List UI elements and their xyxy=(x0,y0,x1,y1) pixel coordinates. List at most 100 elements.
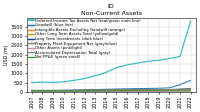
Intangible Assets Excluding Goodwill (orange) xyxy=(94,90,97,91)
Property Plant Equipment Net (gray/olive) xyxy=(158,89,160,90)
Deferred Income Tax Assets Net (teal/green main line) xyxy=(189,21,192,22)
Long Term Investments (dark blue) xyxy=(73,90,75,91)
Accumulated Depreciation Total (gray) xyxy=(147,90,149,91)
Goodwill (blue line) xyxy=(52,90,54,91)
Goodwill (blue line) xyxy=(147,88,149,89)
Other Assets (pink/light) xyxy=(158,91,160,92)
Intangible Assets Excluding Goodwill (orange) xyxy=(147,89,149,90)
Goodwill (blue line) xyxy=(105,89,107,90)
Property Plant Equipment Net (gray/olive) xyxy=(115,89,118,91)
Other Long Term Assets Total (yellow/gold) xyxy=(126,90,128,91)
Deferred Income Tax Assets Net (teal/green main line) xyxy=(179,56,181,57)
Other Assets (pink/light) xyxy=(136,91,139,92)
Other Long Term Assets Total (yellow/gold) xyxy=(136,90,139,91)
Goodwill (blue line) xyxy=(73,89,75,91)
Other Long Term Assets Total (yellow/gold) xyxy=(84,90,86,92)
Deferred Income Tax Assets Net (teal/green main line) xyxy=(84,78,86,79)
Net PP&E (green small) xyxy=(189,90,192,92)
Y-axis label: USD (m): USD (m) xyxy=(4,44,9,65)
Other Assets (pink/light) xyxy=(62,91,65,92)
Other Long Term Assets Total (yellow/gold) xyxy=(147,90,149,91)
Accumulated Depreciation Total (gray) xyxy=(179,90,181,91)
Long Term Investments (dark blue) xyxy=(136,89,139,90)
Net PP&E (green small) xyxy=(105,90,107,92)
Accumulated Depreciation Total (gray) xyxy=(158,90,160,91)
Net PP&E (green small) xyxy=(84,90,86,92)
Other Long Term Assets Total (yellow/gold) xyxy=(168,89,171,91)
Deferred Income Tax Assets Net (teal/green main line) xyxy=(62,81,65,83)
Property Plant Equipment Net (gray/olive) xyxy=(73,90,75,91)
Other Long Term Assets Total (yellow/gold) xyxy=(31,90,33,92)
Long Term Investments (dark blue) xyxy=(168,89,171,90)
Long Term Investments (dark blue) xyxy=(179,88,181,90)
Accumulated Depreciation Total (gray) xyxy=(126,90,128,91)
Other Long Term Assets Total (yellow/gold) xyxy=(73,90,75,92)
Goodwill (blue line) xyxy=(62,89,65,91)
Other Assets (pink/light) xyxy=(94,91,97,92)
Net PP&E (green small) xyxy=(94,90,97,92)
Other Assets (pink/light) xyxy=(189,91,192,92)
Long Term Investments (dark blue) xyxy=(105,90,107,91)
Goodwill (blue line) xyxy=(84,89,86,90)
Long Term Investments (dark blue) xyxy=(41,90,44,92)
Long Term Investments (dark blue) xyxy=(126,89,128,91)
Property Plant Equipment Net (gray/olive) xyxy=(179,89,181,90)
Accumulated Depreciation Total (gray) xyxy=(73,90,75,92)
Other Assets (pink/light) xyxy=(52,91,54,92)
Other Assets (pink/light) xyxy=(115,91,118,92)
Intangible Assets Excluding Goodwill (orange) xyxy=(158,89,160,90)
Intangible Assets Excluding Goodwill (orange) xyxy=(73,90,75,91)
Line: Intangible Assets Excluding Goodwill (orange): Intangible Assets Excluding Goodwill (or… xyxy=(32,89,191,91)
Deferred Income Tax Assets Net (teal/green main line) xyxy=(41,81,44,83)
Property Plant Equipment Net (gray/olive) xyxy=(62,90,65,91)
Accumulated Depreciation Total (gray) xyxy=(41,91,44,92)
Line: Property Plant Equipment Net (gray/olive): Property Plant Equipment Net (gray/olive… xyxy=(32,89,191,91)
Net PP&E (green small) xyxy=(179,90,181,92)
Intangible Assets Excluding Goodwill (orange) xyxy=(31,90,33,91)
Line: Deferred Income Tax Assets Net (teal/green main line): Deferred Income Tax Assets Net (teal/gre… xyxy=(32,21,191,83)
Long Term Investments (dark blue) xyxy=(84,90,86,91)
Other Assets (pink/light) xyxy=(126,91,128,92)
Property Plant Equipment Net (gray/olive) xyxy=(52,90,54,91)
Property Plant Equipment Net (gray/olive) xyxy=(94,89,97,91)
Long Term Investments (dark blue) xyxy=(31,90,33,92)
Deferred Income Tax Assets Net (teal/green main line) xyxy=(115,67,118,68)
Intangible Assets Excluding Goodwill (orange) xyxy=(105,89,107,91)
Net PP&E (green small) xyxy=(41,90,44,92)
Net PP&E (green small) xyxy=(115,90,118,92)
Goodwill (blue line) xyxy=(126,88,128,89)
Net PP&E (green small) xyxy=(126,90,128,92)
Intangible Assets Excluding Goodwill (orange) xyxy=(62,90,65,91)
Line: Other Long Term Assets Total (yellow/gold): Other Long Term Assets Total (yellow/gol… xyxy=(32,89,191,91)
Other Assets (pink/light) xyxy=(168,91,171,92)
Property Plant Equipment Net (gray/olive) xyxy=(84,90,86,91)
Other Long Term Assets Total (yellow/gold) xyxy=(179,89,181,91)
Other Long Term Assets Total (yellow/gold) xyxy=(105,90,107,91)
Accumulated Depreciation Total (gray) xyxy=(84,90,86,92)
Property Plant Equipment Net (gray/olive) xyxy=(105,89,107,91)
Other Assets (pink/light) xyxy=(179,91,181,92)
Deferred Income Tax Assets Net (teal/green main line) xyxy=(147,60,149,62)
Property Plant Equipment Net (gray/olive) xyxy=(31,90,33,91)
Accumulated Depreciation Total (gray) xyxy=(168,90,171,91)
Accumulated Depreciation Total (gray) xyxy=(94,90,97,92)
Net PP&E (green small) xyxy=(158,90,160,92)
Intangible Assets Excluding Goodwill (orange) xyxy=(115,89,118,91)
Long Term Investments (dark blue) xyxy=(52,90,54,92)
Deferred Income Tax Assets Net (teal/green main line) xyxy=(105,72,107,73)
Other Long Term Assets Total (yellow/gold) xyxy=(94,90,97,91)
Deferred Income Tax Assets Net (teal/green main line) xyxy=(94,75,97,76)
Goodwill (blue line) xyxy=(168,87,171,89)
Goodwill (blue line) xyxy=(189,80,192,81)
Property Plant Equipment Net (gray/olive) xyxy=(147,89,149,90)
Long Term Investments (dark blue) xyxy=(147,89,149,90)
Other Long Term Assets Total (yellow/gold) xyxy=(115,90,118,91)
Other Assets (pink/light) xyxy=(105,91,107,92)
Net PP&E (green small) xyxy=(62,90,65,92)
Intangible Assets Excluding Goodwill (orange) xyxy=(52,90,54,91)
Line: Accumulated Depreciation Total (gray): Accumulated Depreciation Total (gray) xyxy=(32,90,191,91)
Long Term Investments (dark blue) xyxy=(62,90,65,91)
Net PP&E (green small) xyxy=(52,90,54,92)
Property Plant Equipment Net (gray/olive) xyxy=(126,89,128,90)
Accumulated Depreciation Total (gray) xyxy=(105,90,107,92)
